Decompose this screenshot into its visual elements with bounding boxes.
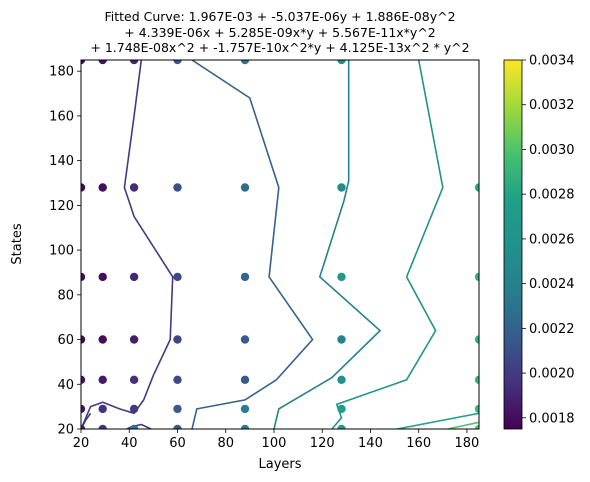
y-tick-label: 20 (57, 423, 74, 438)
data-point (81, 60, 86, 65)
x-tick-label: 100 (262, 436, 287, 451)
contour-lines (81, 60, 479, 429)
data-point (98, 335, 107, 344)
x-tick-label: 80 (217, 436, 234, 451)
colorbar-tick-label: 0.0022 (529, 322, 575, 337)
x-axis-label: Layers (258, 457, 301, 472)
colorbar-tick-label: 0.0020 (529, 367, 575, 382)
contour-line (191, 60, 314, 429)
data-point (240, 335, 250, 344)
data-point (337, 335, 346, 344)
x-tick-label: 180 (455, 436, 480, 451)
data-point (81, 272, 86, 282)
data-point (474, 335, 479, 344)
data-point (129, 424, 139, 429)
data-point (173, 404, 182, 414)
chart-title-line: + 4.339E-06x + 5.285E-09x*y + 5.567E-11x… (124, 25, 436, 40)
data-point (240, 375, 250, 384)
data-point (81, 424, 86, 429)
data-point (474, 183, 479, 192)
y-axis-label: States (10, 223, 25, 264)
data-point (98, 183, 107, 192)
contour-line (81, 60, 174, 429)
chart-title-line: + 1.748E-08x^2 + -1.757E-10x^2*y + 4.125… (90, 40, 469, 55)
data-point (81, 404, 86, 414)
colorbar-tick-label: 0.0032 (529, 98, 575, 113)
data-point (129, 404, 139, 414)
colorbar-tick-label: 0.0028 (529, 188, 575, 203)
colorbar-tick-label: 0.0030 (529, 143, 575, 158)
data-point (129, 60, 139, 65)
contour-line (396, 412, 479, 429)
x-tick-label: 40 (121, 436, 138, 451)
contour-line (331, 60, 444, 429)
data-point (337, 272, 346, 282)
data-point (337, 375, 346, 384)
data-point (129, 335, 139, 344)
data-point (81, 335, 86, 344)
data-point (81, 375, 86, 384)
data-point (474, 404, 479, 414)
colorbar-tick-label: 0.0024 (529, 277, 575, 292)
data-point (173, 335, 182, 344)
chart-title: Fitted Curve: 1.967E-03 + -5.037E-06y + … (90, 9, 469, 55)
x-tick-label: 60 (169, 436, 186, 451)
chart-title-line: Fitted Curve: 1.967E-03 + -5.037E-06y + … (104, 9, 455, 24)
data-point (240, 183, 250, 192)
scatter-points (81, 60, 479, 429)
colorbar (503, 59, 523, 430)
plot-area (81, 60, 479, 429)
data-point (240, 60, 250, 65)
data-point (240, 272, 250, 282)
data-point (81, 183, 86, 192)
colorbar-tick-label: 0.0018 (529, 411, 575, 426)
y-tick-label: 40 (57, 378, 74, 393)
x-tick-label: 20 (73, 436, 90, 451)
data-point (474, 272, 479, 282)
y-tick-label: 100 (49, 244, 74, 259)
y-axis: 20 40 60 80 100 120 140 160 180 (49, 65, 81, 438)
x-tick-label: 120 (310, 436, 335, 451)
y-tick-label: 140 (49, 154, 74, 169)
data-point (337, 60, 346, 65)
data-point (337, 183, 346, 192)
data-point (129, 183, 139, 192)
data-point (240, 424, 250, 429)
data-point (129, 375, 139, 384)
data-point (474, 375, 479, 384)
data-point (173, 424, 182, 429)
data-point (98, 375, 107, 384)
data-point (98, 424, 107, 429)
y-tick-label: 80 (57, 288, 74, 303)
plot-frame (80, 59, 480, 430)
data-point (98, 272, 107, 282)
data-point (98, 60, 107, 65)
x-axis: 20 40 60 80 100 120 140 160 180 (73, 429, 480, 451)
data-point (129, 272, 139, 282)
contour-line (273, 60, 382, 429)
colorbar-tick-label: 0.0034 (529, 54, 575, 69)
colorbar-ticks: 0.0018 0.0020 0.0022 0.0024 0.0026 0.0028 0.00… (522, 54, 575, 426)
data-point (240, 404, 250, 414)
x-tick-label: 160 (406, 436, 431, 451)
data-point (173, 272, 182, 282)
data-point (173, 375, 182, 384)
data-point (173, 60, 182, 65)
colorbar-tick-label: 0.0026 (529, 232, 575, 247)
y-tick-label: 180 (49, 65, 74, 80)
y-tick-label: 160 (49, 109, 74, 124)
data-point (474, 424, 479, 429)
data-point (98, 404, 107, 414)
x-tick-label: 140 (358, 436, 383, 451)
data-point (173, 183, 182, 192)
contour-line (447, 421, 479, 429)
data-point (337, 424, 346, 429)
y-tick-label: 60 (57, 333, 74, 348)
data-point (337, 404, 346, 414)
y-tick-label: 120 (49, 199, 74, 214)
